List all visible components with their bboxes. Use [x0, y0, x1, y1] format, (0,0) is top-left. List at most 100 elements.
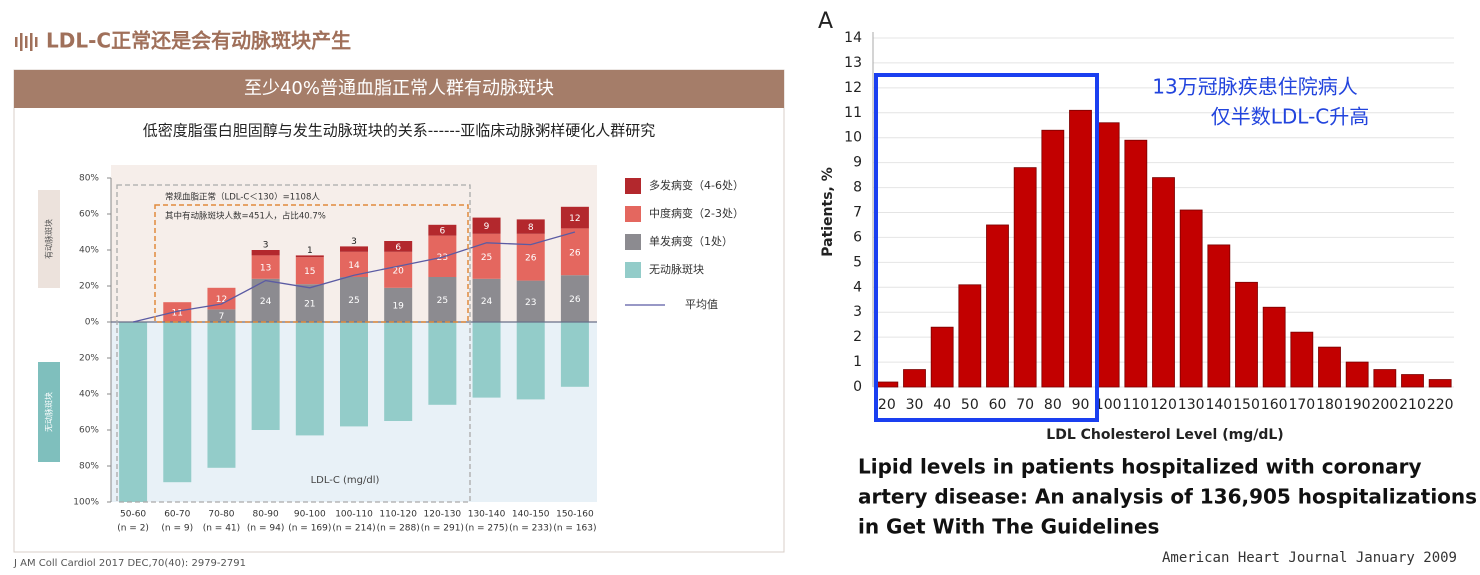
annotation: 仅半数LDL-C升高: [1211, 105, 1370, 129]
y-tick-label: 100%: [73, 498, 99, 508]
bar-segment: [560, 228, 589, 276]
bar-segment: [163, 302, 192, 322]
x-tick-label: 100: [1095, 397, 1122, 413]
data-label: 11: [172, 309, 183, 319]
x-tick-label: 180: [1316, 397, 1343, 413]
data-label: 12: [216, 295, 227, 305]
data-label: 25: [348, 296, 359, 306]
data-label: 3: [351, 237, 357, 247]
bar-segment: [207, 322, 236, 468]
bar-segment: [472, 233, 501, 279]
legend-label: 中度病变（2-3处）: [649, 206, 744, 220]
y-tick-label: 20%: [79, 354, 99, 364]
data-label: 24: [481, 297, 493, 307]
x-tick-label: 60-70: [164, 510, 190, 520]
x-tick-label: 40: [933, 397, 951, 413]
x-tick-label: 120-130: [424, 510, 462, 520]
data-label: 6: [395, 243, 401, 253]
y-tick-label: 40%: [79, 390, 99, 400]
y-tick-label: 20%: [79, 282, 99, 292]
bar-segment: [207, 309, 236, 322]
legend-swatch: [625, 178, 641, 194]
y-tick-label: 0: [853, 379, 862, 395]
x-tick-label: 110-120: [379, 510, 417, 520]
bar-segment: [163, 322, 192, 483]
x-tick-note: (n = 233): [509, 524, 552, 534]
legend-label: 多发病变（4-6处）: [649, 178, 744, 192]
y-tick-label: 40%: [79, 246, 99, 256]
y-tick-label: 3: [853, 304, 862, 320]
bar-segment: [384, 322, 413, 421]
chart-left: 低密度脂蛋白胆固醇与发生动脉斑块的关系------亚临床动脉粥样硬化人群研究有动…: [38, 122, 744, 534]
x-tick-label: 70-80: [208, 510, 234, 520]
x-tick-label: 60: [989, 397, 1007, 413]
y-tick-label: 4: [853, 279, 862, 295]
legend-swatch: [625, 234, 641, 250]
y-axis-label: Patients, %: [820, 167, 836, 257]
y-tick-label: 6: [853, 229, 862, 245]
bar: [1041, 129, 1065, 388]
x-tick-note: (n = 169): [288, 524, 331, 534]
bar-segment: [251, 255, 280, 279]
y-tick-label: 14: [844, 30, 862, 46]
bar-segment: [516, 219, 545, 234]
bar-segment: [340, 277, 368, 322]
data-label: 26: [569, 248, 581, 258]
annotation: 13万冠脉疾患住院病人: [1152, 75, 1357, 99]
data-label: 25: [481, 253, 492, 263]
data-label: 20: [392, 266, 404, 276]
bar: [958, 284, 982, 388]
data-label: 14: [348, 261, 360, 271]
bar: [1373, 369, 1397, 388]
bar-segment: [384, 287, 413, 322]
dashed-box: [116, 184, 471, 503]
annotation: 常规血脂正常（LDL-C＜130）=1108人: [165, 192, 320, 203]
bar: [1262, 306, 1286, 388]
citation: J AM Coll Cardiol 2017 DEC,70(40): 2979-…: [13, 558, 246, 569]
legend-label: 平均值: [685, 298, 718, 311]
side-label: 有动脉斑块: [44, 219, 54, 259]
side-bg: [38, 190, 60, 288]
x-tick-note: (n = 288): [377, 524, 420, 534]
panel-label: A: [818, 9, 833, 34]
bar-segment: [560, 275, 589, 322]
x-tick-label: 20: [878, 397, 896, 413]
data-label: 9: [484, 222, 490, 232]
x-tick-label: 100-110: [335, 510, 373, 520]
bar-segment: [295, 284, 324, 322]
bar: [1318, 346, 1341, 388]
bar-segment: [384, 251, 413, 288]
bar-segment: [472, 217, 501, 234]
legend-label: 无动脉斑块: [649, 262, 704, 276]
banner: 至少40%普通血脂正常人群有动脉斑块: [244, 78, 554, 99]
x-tick-label: 140-150: [512, 510, 550, 520]
x-tick-note: (n = 2): [117, 524, 149, 534]
y-tick-label: 7: [853, 205, 862, 221]
y-tick-label: 12: [844, 80, 862, 96]
header-title: LDL-C正常还是会有动脉斑块产生: [46, 29, 351, 53]
bar: [1152, 177, 1175, 388]
y-tick-label: 60%: [79, 210, 99, 220]
bar-segment: [560, 206, 589, 229]
y-tick-label: 2: [853, 329, 862, 345]
bar-segment: [119, 322, 148, 502]
data-label: 6: [439, 227, 445, 237]
y-tick-label: 80%: [79, 462, 99, 472]
y-tick-label: 80%: [79, 174, 99, 184]
data-label: 19: [392, 301, 404, 311]
side-bg: [38, 362, 60, 462]
banner-bg: [14, 70, 784, 108]
data-label: 8: [528, 223, 534, 233]
bar-segment: [295, 255, 324, 258]
y-tick-label: 8: [853, 180, 862, 196]
bar-segment: [560, 322, 589, 387]
bar: [1124, 139, 1148, 388]
bar-segment: [295, 257, 324, 285]
y-tick-label: 0%: [85, 318, 100, 328]
x-tick-note: (n = 94): [247, 524, 284, 534]
data-label: 13: [260, 264, 271, 274]
x-tick-label: 90-100: [294, 510, 326, 520]
caption-line: Lipid levels in patients hospitalized wi…: [858, 455, 1422, 479]
